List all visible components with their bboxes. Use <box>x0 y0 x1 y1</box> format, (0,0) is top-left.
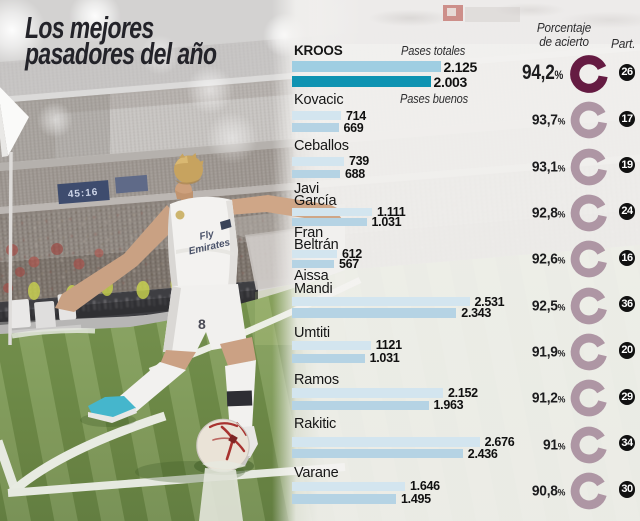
svg-text:Fly: Fly <box>198 229 215 243</box>
svg-text:8: 8 <box>198 316 206 332</box>
